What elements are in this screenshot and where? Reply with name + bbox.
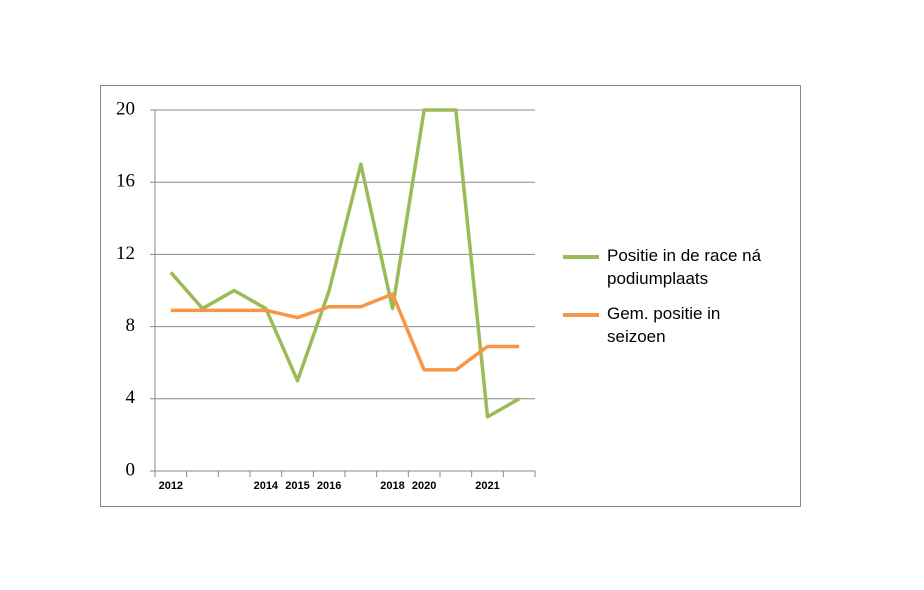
x-tick-label: 2020 [412,480,436,492]
legend-item: Positie in de race ná podiumplaats [563,244,763,290]
legend-label: Positie in de race ná podiumplaats [607,246,762,288]
y-tick-label: 0 [126,459,136,480]
series-line [169,108,521,419]
x-tick-label: 2016 [317,480,341,492]
legend-label: Gem. positie in seizoen [607,304,721,346]
series-line [170,292,520,372]
x-tick-label: 2012 [159,480,183,492]
legend: Positie in de race ná podiumplaats Gem. p… [563,244,763,360]
chart-border [100,85,801,507]
y-tick-label: 4 [126,387,136,408]
y-tick-label: 8 [126,315,136,336]
y-tick-label: 20 [116,98,135,119]
legend-item: Gem. positie in seizoen [563,302,763,348]
x-tick-label: 2014 [254,480,279,492]
legend-swatch [563,255,599,259]
y-tick-label: 12 [116,243,135,264]
x-tick-label: 2021 [475,480,499,492]
legend-swatch [563,313,599,317]
x-tick-label: 2015 [285,480,309,492]
y-tick-label: 16 [116,171,135,192]
x-tick-label: 2018 [380,480,404,492]
